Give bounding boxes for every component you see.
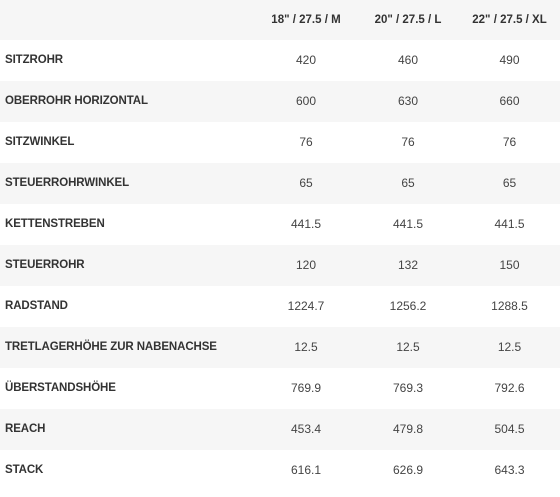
column-header-size-xl: 22" / 27.5 / XL <box>459 0 560 40</box>
row-label: OBERROHR HORIZONTAL <box>5 95 148 107</box>
cell-value: 1256.2 <box>389 299 427 313</box>
row-label: STACK <box>5 464 44 476</box>
cell-value: 76 <box>502 135 517 149</box>
cell-value: 1224.7 <box>287 299 325 313</box>
row-label: ÜBERSTANDSHÖHE <box>5 382 116 394</box>
cell-value: 150 <box>499 258 520 272</box>
cell-value: 76 <box>401 135 415 149</box>
table-body: SITZROHR 420 460 490 OBERROHR HORIZONTAL 600 6… <box>0 40 560 491</box>
cell-value: 420 <box>295 53 317 67</box>
table-row: ÜBERSTANDSHÖHE 769.9 769.3 792.6 <box>0 368 560 409</box>
cell-value: 490 <box>499 53 520 67</box>
row-label: SITZROHR <box>5 54 63 66</box>
cell-value: 630 <box>397 94 419 108</box>
cell-value: 120 <box>295 258 317 272</box>
table-row: OBERROHR HORIZONTAL 600 630 660 <box>0 81 560 122</box>
cell-value: 12.5 <box>294 340 318 354</box>
column-header-size-l: 20" / 27.5 / L <box>357 0 459 40</box>
column-header-size-m: 18" / 27.5 / M <box>255 0 357 40</box>
row-label: KETTENSTREBEN <box>5 218 105 230</box>
table-row: STACK 616.1 626.9 643.3 <box>0 450 560 491</box>
table-row: SITZWINKEL 76 76 76 <box>0 122 560 163</box>
row-label: REACH <box>5 423 46 435</box>
cell-value: 441.5 <box>290 217 322 231</box>
table-row: REACH 453.4 479.8 504.5 <box>0 409 560 450</box>
row-label: STEUERROHR <box>5 259 85 271</box>
table-row: STEUERROHR 120 132 150 <box>0 245 560 286</box>
header-blank-cell <box>0 0 255 40</box>
cell-value: 65 <box>401 176 415 190</box>
row-label: TRETLAGERHÖHE ZUR NABENACHSE <box>5 341 217 353</box>
table-row: STEUERROHRWINKEL 65 65 65 <box>0 163 560 204</box>
header-row: 18" / 27.5 / M 20" / 27.5 / L 22" / 27.5… <box>0 0 560 40</box>
cell-value: 441.5 <box>494 217 525 231</box>
cell-value: 504.5 <box>494 422 525 436</box>
cell-value: 12.5 <box>497 340 522 354</box>
cell-value: 769.3 <box>392 381 424 395</box>
table-row: KETTENSTREBEN 441.5 441.5 441.5 <box>0 204 560 245</box>
cell-value: 441.5 <box>392 217 424 231</box>
cell-value: 453.4 <box>290 422 322 436</box>
table-row: RADSTAND 1224.7 1256.2 1288.5 <box>0 286 560 327</box>
table-row: SITZROHR 420 460 490 <box>0 40 560 81</box>
cell-value: 626.9 <box>392 463 424 477</box>
cell-value: 65 <box>299 176 313 190</box>
row-label: SITZWINKEL <box>5 136 75 148</box>
cell-value: 660 <box>499 94 520 108</box>
cell-value: 643.3 <box>494 463 525 477</box>
row-label: RADSTAND <box>5 300 68 312</box>
cell-value: 76 <box>299 135 313 149</box>
cell-value: 600 <box>295 94 317 108</box>
cell-value: 616.1 <box>290 463 322 477</box>
cell-value: 792.6 <box>494 381 525 395</box>
cell-value: 479.8 <box>392 422 424 436</box>
cell-value: 769.9 <box>290 381 322 395</box>
cell-value: 65 <box>502 176 517 190</box>
row-label: STEUERROHRWINKEL <box>5 177 130 189</box>
cell-value: 12.5 <box>396 340 420 354</box>
cell-value: 460 <box>397 53 419 67</box>
cell-value: 132 <box>397 258 419 272</box>
cell-value: 1288.5 <box>491 299 528 313</box>
table-row: TRETLAGERHÖHE ZUR NABENACHSE 12.5 12.5 12.5 <box>0 327 560 368</box>
